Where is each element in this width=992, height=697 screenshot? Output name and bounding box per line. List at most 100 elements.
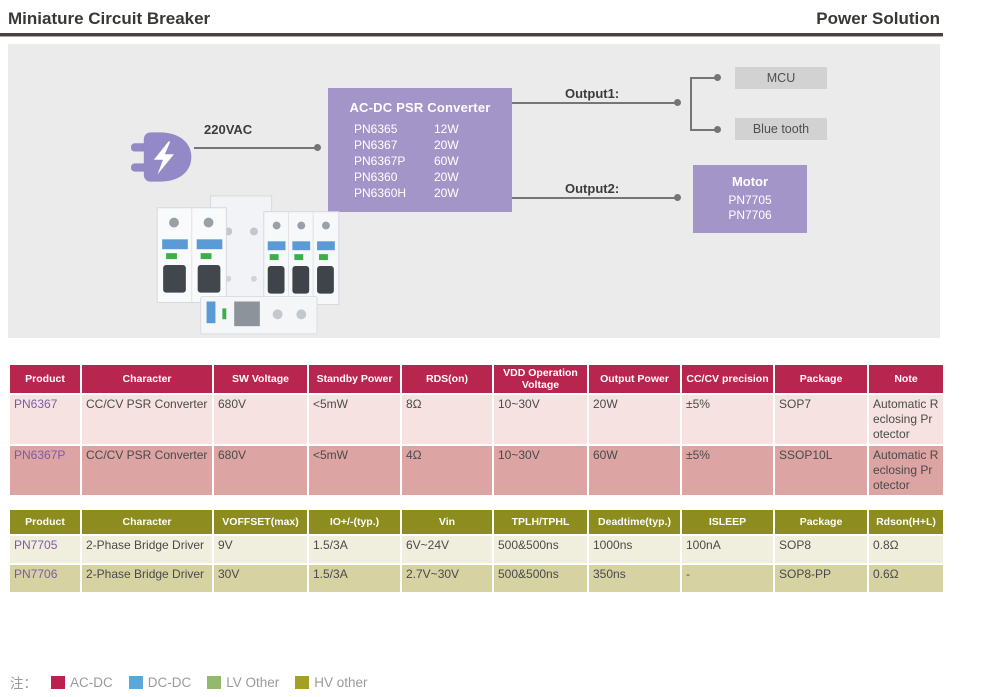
product-link[interactable]: PN6367P	[8, 444, 82, 498]
product-link[interactable]: PN6367	[8, 393, 82, 447]
column-header: ISLEEP	[680, 508, 775, 536]
wire-output1	[512, 102, 680, 104]
converter-watt: 20W	[434, 170, 459, 184]
column-header: Character	[80, 508, 214, 536]
column-header: IO+/-(typ.)	[307, 508, 402, 536]
column-header: SW Voltage	[212, 362, 309, 396]
table-header-row: Product Character VOFFSET(max) IO+/-(typ…	[8, 508, 945, 536]
table-cell: ±5%	[680, 393, 775, 447]
table-row: PN7705 2-Phase Bridge Driver 9V 1.5/3A 6…	[8, 534, 945, 565]
converter-part: PN6360H	[354, 186, 407, 200]
table-cell: 350ns	[587, 563, 682, 594]
wire-branch-top-dot	[714, 74, 721, 81]
converter-box: AC-DC PSR Converter PN6365 12W PN6367 20…	[328, 88, 512, 212]
table-cell: 1.5/3A	[307, 534, 402, 565]
motor-title: Motor	[731, 174, 769, 189]
column-header: VOFFSET(max)	[212, 508, 309, 536]
table-cell: 1.5/3A	[307, 563, 402, 594]
circuit-breaker-photo	[156, 195, 340, 335]
converter-item: PN6360 20W	[328, 169, 512, 185]
table-cell: SOP7	[773, 393, 869, 447]
wire-input-dot	[314, 144, 321, 151]
table-row: PN6367 CC/CV PSR Converter 680V <5mW 8Ω …	[8, 393, 945, 447]
table-cell: 4Ω	[400, 444, 494, 498]
converter-part: PN6367	[354, 138, 398, 152]
legend-label: DC-DC	[147, 674, 192, 690]
column-header: Deadtime(typ.)	[587, 508, 682, 536]
column-header: Rdson(H+L)	[867, 508, 945, 536]
table-cell: 6V~24V	[400, 534, 494, 565]
column-header: Package	[773, 508, 869, 536]
table-cell: CC/CV PSR Converter	[80, 444, 214, 498]
wire-branch-bottom-dot	[714, 126, 721, 133]
legend-swatch-dcdc	[128, 675, 143, 689]
page-title: Miniature Circuit Breaker	[8, 9, 211, 28]
column-header: Product	[8, 508, 82, 536]
wire-output2-dot	[674, 194, 681, 201]
motor-box: Motor PN7705 PN7706	[693, 165, 807, 233]
table-cell: 100nA	[680, 534, 775, 565]
converter-watt: 60W	[434, 154, 459, 168]
table-cell: CC/CV PSR Converter	[80, 393, 214, 447]
table-cell: 20W	[587, 393, 682, 447]
table-cell: -	[680, 563, 775, 594]
header-divider	[0, 33, 943, 37]
column-header: CC/CV precision	[680, 362, 775, 396]
solution-diagram-panel: 220VAC AC-DC PSR Converter PN6365 12W PN…	[8, 44, 940, 338]
driver-product-table: Product Character VOFFSET(max) IO+/-(typ…	[8, 508, 945, 594]
table-cell: 8Ω	[400, 393, 494, 447]
table-cell: 2.7V~30V	[400, 563, 494, 594]
power-plug-icon	[131, 132, 192, 182]
table-cell: 60W	[587, 444, 682, 498]
wire-branch-top	[690, 77, 718, 79]
legend-item: LV Other	[207, 675, 279, 690]
table-cell: 30V	[212, 563, 309, 594]
bluetooth-box: Blue tooth	[735, 118, 827, 140]
wire-output2	[512, 197, 680, 199]
table-cell: 0.8Ω	[867, 534, 945, 565]
table-cell: Automatic Reclosing Protector	[867, 393, 945, 447]
legend-swatch-acdc	[51, 675, 65, 689]
product-link[interactable]: PN7705	[8, 534, 82, 565]
wire-output1-dot	[674, 99, 681, 106]
legend-item: AC-DC	[51, 675, 113, 690]
table-cell: 9V	[212, 534, 309, 565]
table-row: PN7706 2-Phase Bridge Driver 30V 1.5/3A …	[8, 563, 945, 594]
legend-item: DC-DC	[128, 674, 192, 690]
converter-title: AC-DC PSR Converter	[349, 100, 491, 115]
table-cell: SOP8	[773, 534, 869, 565]
table-cell: 500&500ns	[492, 563, 589, 594]
table-cell: SSOP10L	[773, 444, 869, 498]
table-cell: 2-Phase Bridge Driver	[80, 534, 214, 565]
product-link[interactable]: PN7706	[8, 563, 82, 594]
table-cell: 680V	[212, 393, 309, 447]
output2-label: Output2:	[565, 181, 620, 196]
column-header: Note	[867, 362, 945, 396]
column-header: Vin	[400, 508, 494, 536]
table-cell: 0.6Ω	[867, 563, 945, 594]
column-header: VDD Operation Voltage	[492, 362, 589, 396]
converter-watt: 20W	[434, 186, 459, 200]
column-header: Package	[773, 362, 869, 396]
motor-part: PN7706	[728, 208, 772, 222]
legend-swatch-hv-other	[295, 675, 310, 689]
wire-input	[194, 147, 320, 149]
column-header: Output Power	[587, 362, 682, 396]
legend-item: HV other	[295, 675, 368, 690]
mcu-box: MCU	[735, 67, 827, 89]
converter-item: PN6360H 20W	[328, 185, 512, 201]
table-cell: 1000ns	[587, 534, 682, 565]
legend-label: LV Other	[226, 674, 280, 690]
column-header: Character	[80, 362, 214, 396]
table-cell: 680V	[212, 444, 309, 498]
table-cell: SOP8-PP	[773, 563, 869, 594]
converter-watt: 12W	[434, 122, 459, 136]
input-voltage-label: 220VAC	[204, 122, 253, 137]
legend-label: AC-DC	[70, 674, 113, 690]
output1-label: Output1:	[565, 86, 620, 101]
acdc-product-table: Product Character SW Voltage Standby Pow…	[8, 362, 945, 498]
converter-item: PN6365 12W	[328, 121, 512, 137]
table-cell: 10~30V	[492, 444, 589, 498]
column-header: Standby Power	[307, 362, 402, 396]
